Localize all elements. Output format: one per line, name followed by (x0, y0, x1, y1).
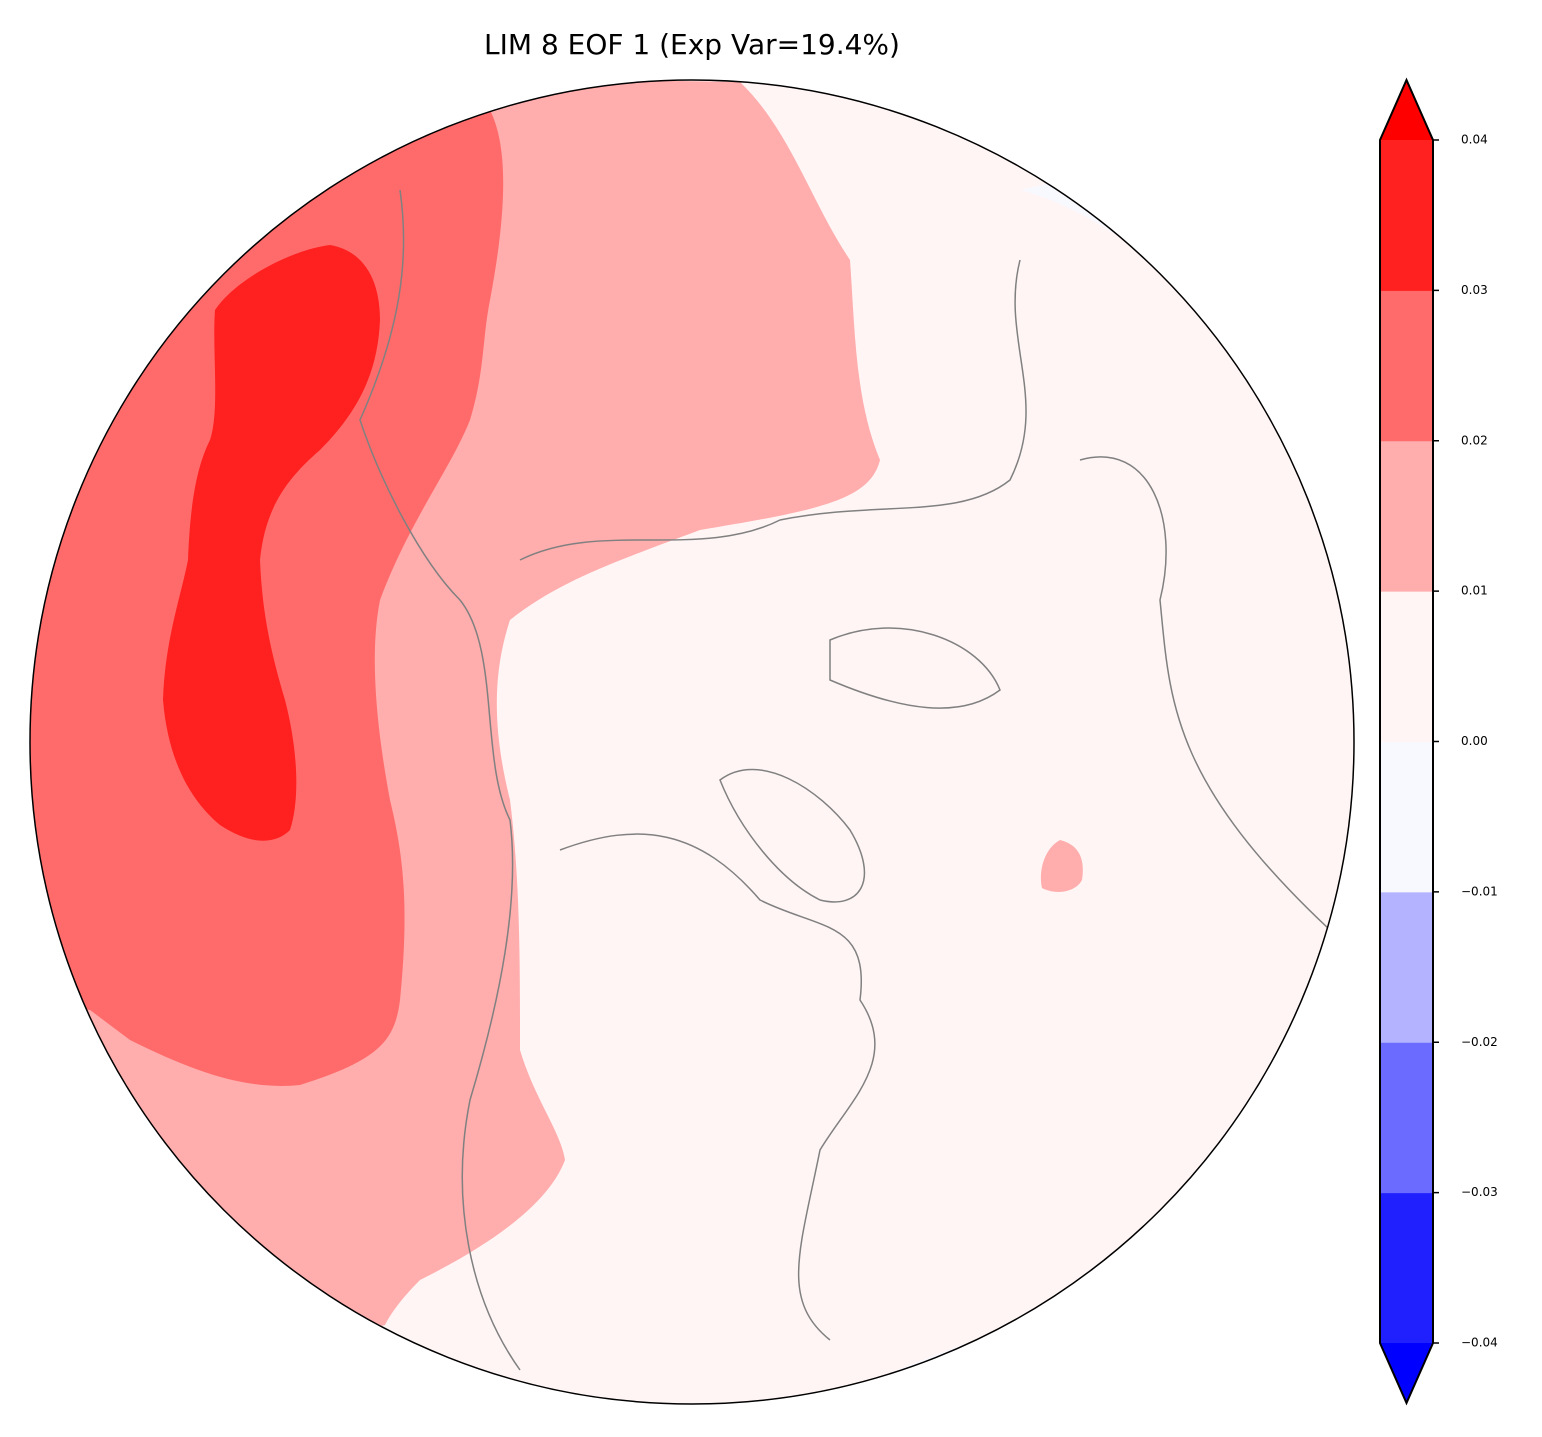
colorbar-band (1380, 891, 1433, 1043)
colorbar-band (1380, 591, 1433, 742)
field-region (1040, 840, 1083, 892)
colorbar-band (1380, 741, 1433, 893)
colorbar-tick-label: 0.02 (1461, 433, 1488, 447)
colorbar-band (1380, 140, 1433, 291)
colorbar-band (1380, 1192, 1433, 1344)
colorbar-tick-label: 0.00 (1461, 734, 1488, 748)
colorbar-tick-label: −0.02 (1461, 1035, 1498, 1049)
colorbar-extend-min (1380, 1343, 1433, 1403)
colorbar-band (1380, 290, 1433, 442)
colorbar: −0.04 −0.03 −0.02 −0.01 0.00 0.01 0.02 0.03 0.04 (1379, 77, 1498, 1406)
map-boundary (29, 79, 1355, 1405)
colorbar-tick-label: −0.04 (1461, 1336, 1498, 1350)
colorbar-tick-label: 0.03 (1461, 283, 1488, 297)
colorbar-band (1380, 440, 1433, 592)
colorbar-tick-label: −0.01 (1461, 884, 1498, 898)
map-title: LIM 8 EOF 1 (Exp Var=19.4%) (484, 28, 900, 61)
colorbar-tick-label: 0.04 (1461, 133, 1488, 147)
colorbar-tick-label: −0.03 (1461, 1185, 1498, 1199)
colorbar-tick-label: 0.01 (1461, 584, 1488, 598)
coastlines (359, 189, 1331, 1371)
colorbar-band (1380, 1042, 1433, 1194)
map (30, 80, 1354, 1404)
colorbar-extend-max (1380, 80, 1433, 140)
field-region (163, 245, 380, 841)
